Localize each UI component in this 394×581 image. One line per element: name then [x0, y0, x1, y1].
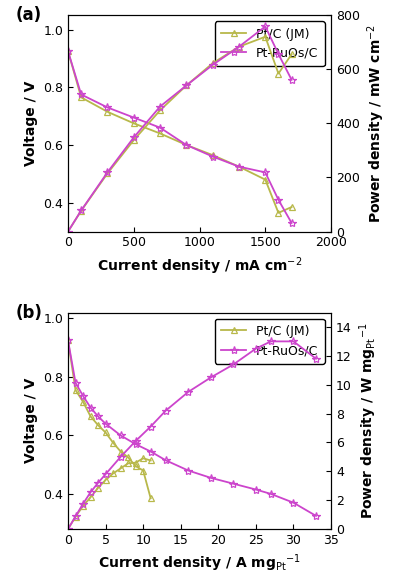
Pt-RuOs/C [208, 474, 213, 481]
Pt/C (JM) [141, 467, 145, 474]
Pt/C (JM) [210, 152, 215, 159]
Pt-RuOs/C [105, 104, 110, 111]
Pt/C (JM) [276, 209, 281, 216]
Line: Pt/C (JM): Pt/C (JM) [65, 337, 154, 502]
Pt-RuOs/C [276, 196, 281, 203]
Pt/C (JM) [105, 108, 110, 115]
Pt-RuOs/C [81, 392, 85, 399]
Pt-RuOs/C [148, 448, 153, 455]
Legend: Pt/C (JM), Pt-RuOs/C: Pt/C (JM), Pt-RuOs/C [215, 21, 325, 66]
Pt-RuOs/C [231, 480, 236, 487]
Pt/C (JM) [66, 337, 71, 344]
Pt/C (JM) [81, 399, 85, 406]
Pt-RuOs/C [291, 499, 296, 506]
Pt-RuOs/C [184, 142, 189, 149]
Pt-RuOs/C [269, 490, 273, 497]
Pt/C (JM) [79, 94, 84, 101]
Pt/C (JM) [118, 448, 123, 455]
Pt/C (JM) [126, 454, 130, 461]
Pt/C (JM) [73, 386, 78, 393]
Pt-RuOs/C [314, 512, 318, 519]
Pt/C (JM) [263, 176, 268, 183]
Pt-RuOs/C [73, 379, 78, 386]
Y-axis label: Voltage / V: Voltage / V [24, 378, 37, 464]
Pt/C (JM) [158, 130, 162, 137]
Text: (b): (b) [15, 304, 42, 322]
X-axis label: Current density / A mg$_\mathrm{Pt}$$^{-1}$: Current density / A mg$_\mathrm{Pt}$$^{-… [98, 553, 301, 574]
Pt-RuOs/C [133, 441, 138, 448]
Pt-RuOs/C [132, 114, 136, 121]
Pt/C (JM) [88, 413, 93, 420]
Pt-RuOs/C [66, 337, 71, 344]
Pt-RuOs/C [253, 486, 258, 493]
Line: Pt/C (JM): Pt/C (JM) [65, 48, 295, 216]
Pt-RuOs/C [79, 91, 84, 98]
Pt-RuOs/C [158, 124, 162, 131]
Pt/C (JM) [111, 439, 115, 446]
Pt-RuOs/C [237, 163, 242, 170]
Line: Pt-RuOs/C: Pt-RuOs/C [64, 336, 320, 520]
Pt-RuOs/C [164, 457, 168, 464]
Pt-RuOs/C [289, 220, 294, 227]
Pt/C (JM) [132, 120, 136, 127]
Pt/C (JM) [96, 422, 100, 429]
Pt-RuOs/C [96, 413, 100, 420]
Pt/C (JM) [133, 462, 138, 469]
Y-axis label: Voltage / V: Voltage / V [24, 81, 37, 166]
Text: (a): (a) [15, 6, 41, 24]
Y-axis label: Power density / mW cm$^{-2}$: Power density / mW cm$^{-2}$ [366, 24, 387, 223]
Pt/C (JM) [66, 48, 71, 55]
Y-axis label: Power density / W mg$_\mathrm{Pt}$$^{-1}$: Power density / W mg$_\mathrm{Pt}$$^{-1}… [357, 322, 379, 519]
Pt/C (JM) [184, 142, 189, 149]
X-axis label: Current density / mA cm$^{-2}$: Current density / mA cm$^{-2}$ [97, 255, 302, 277]
Pt-RuOs/C [118, 432, 123, 439]
Pt/C (JM) [103, 429, 108, 436]
Pt-RuOs/C [88, 404, 93, 411]
Pt/C (JM) [237, 163, 242, 170]
Pt-RuOs/C [210, 153, 215, 160]
Pt-RuOs/C [103, 420, 108, 427]
Legend: Pt/C (JM), Pt-RuOs/C: Pt/C (JM), Pt-RuOs/C [215, 319, 325, 364]
Pt-RuOs/C [66, 48, 71, 55]
Pt/C (JM) [148, 495, 153, 502]
Line: Pt-RuOs/C: Pt-RuOs/C [64, 47, 296, 227]
Pt-RuOs/C [263, 169, 268, 176]
Pt/C (JM) [289, 203, 294, 210]
Pt-RuOs/C [186, 467, 191, 474]
